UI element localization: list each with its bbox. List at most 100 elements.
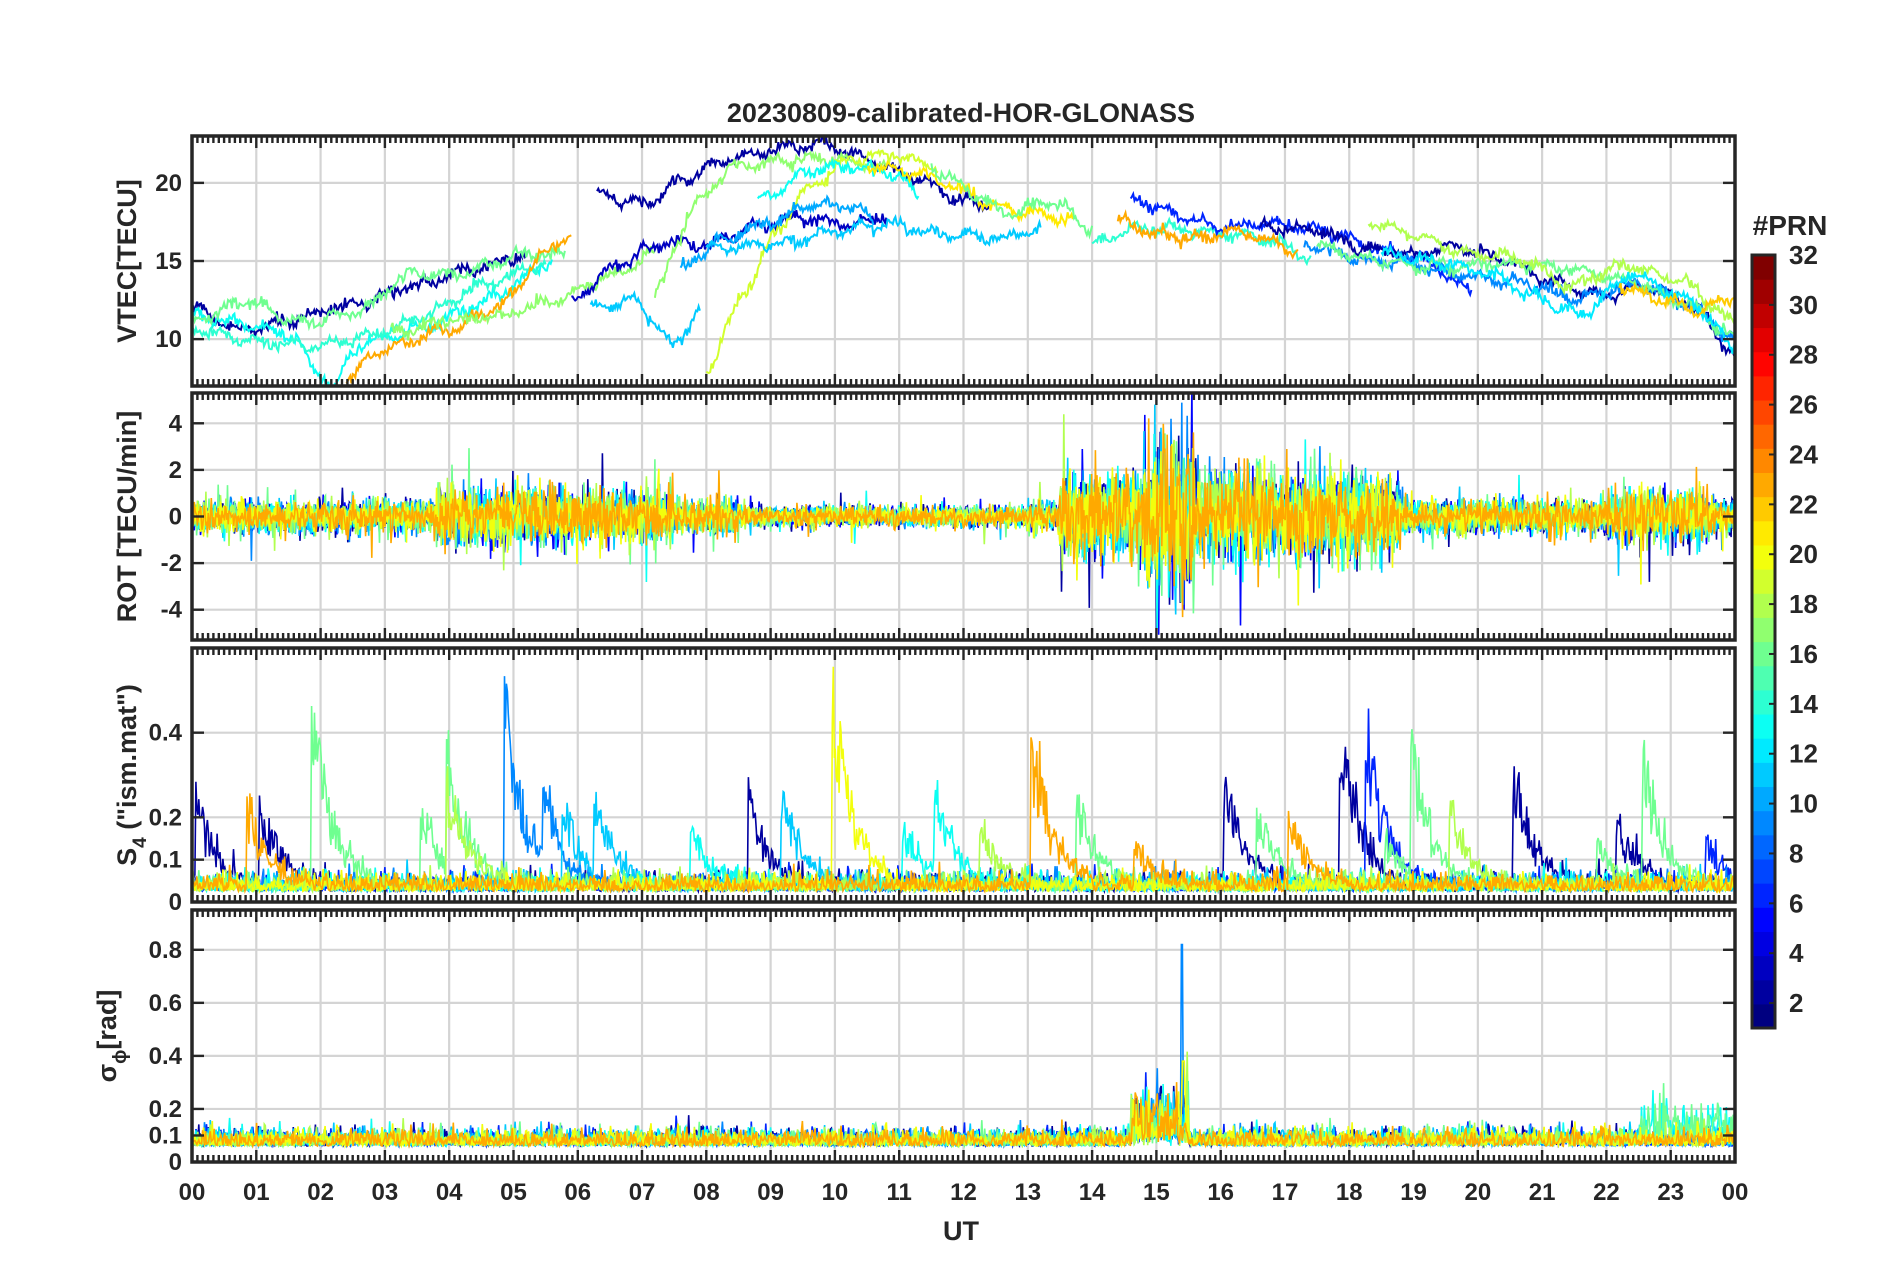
x-tick-label: 04 xyxy=(436,1179,463,1206)
y-tick-label: 0 xyxy=(169,1149,182,1176)
colorbar-tick-label: 32 xyxy=(1789,240,1818,270)
colorbar-segment xyxy=(1752,665,1775,691)
vtec-trace-prn-14 xyxy=(1091,216,1312,267)
sigphi-trace-prn-23 xyxy=(192,1082,1735,1149)
y-tick-label: -4 xyxy=(161,597,183,624)
colorbar-segment xyxy=(1752,496,1775,522)
x-tick-label: 14 xyxy=(1079,1179,1106,1206)
colorbar-tick-label: 18 xyxy=(1789,589,1818,619)
colorbar-segment xyxy=(1752,520,1775,546)
x-tick-label: 15 xyxy=(1143,1179,1170,1206)
colorbar-segment xyxy=(1752,834,1775,860)
panel-rot-traces xyxy=(192,393,1735,635)
x-tick-label: 09 xyxy=(757,1179,784,1206)
vtec-trace-prn-11 xyxy=(705,213,1042,258)
x-tick-label: 13 xyxy=(1014,1179,1041,1206)
y-tick-label: 0 xyxy=(169,504,182,531)
vtec-trace-prn-19 xyxy=(705,148,939,375)
x-tick-label: 19 xyxy=(1400,1179,1427,1206)
panel-vtec-ylabel: VTEC[TECU] xyxy=(112,179,142,343)
colorbar-tick-label: 14 xyxy=(1789,689,1818,719)
rot-trace-prn-23 xyxy=(192,418,1735,618)
y-tick-label: 4 xyxy=(169,410,183,437)
y-tick-label: 2 xyxy=(169,457,182,484)
colorbar-tick-label: 28 xyxy=(1789,340,1818,370)
vtec-trace-prn-16 xyxy=(930,163,1094,240)
panel-vtec: 10 15 20 VTEC[TECU] xyxy=(112,134,1737,388)
colorbar-segment xyxy=(1752,1003,1775,1029)
y-tick-label: 15 xyxy=(155,248,182,275)
panel-s4-ylabel: S4 ("ism.mat") xyxy=(112,684,151,866)
colorbar-segment xyxy=(1752,255,1775,280)
panel-s4-traces xyxy=(192,666,1735,895)
colorbar-segment xyxy=(1752,303,1775,329)
colorbar-tick-label: 12 xyxy=(1789,739,1818,769)
colorbar-title: #PRN xyxy=(1753,210,1828,241)
colorbar-tick-label: 8 xyxy=(1789,838,1803,868)
colorbar-segment xyxy=(1752,786,1775,812)
vtec-trace-prn-18 xyxy=(1367,217,1735,325)
y-tick-label: 0.8 xyxy=(149,937,182,964)
panel-s4: 0 0.1 0.2 0.4S4 ("ism.mat") xyxy=(112,646,1737,916)
x-tick-label: 03 xyxy=(372,1179,399,1206)
panel-sigphi: 00.10.2 0.4 0.6 0.8 σϕ[rad] xyxy=(92,908,1737,1176)
colorbar-segment xyxy=(1752,593,1775,618)
x-tick-label: 01 xyxy=(243,1179,270,1206)
x-tick-label: 21 xyxy=(1529,1179,1556,1206)
x-tick-label: 02 xyxy=(307,1179,334,1206)
x-tick-label: 05 xyxy=(500,1179,527,1206)
colorbar-segment xyxy=(1752,327,1775,353)
colorbar-segment xyxy=(1752,689,1775,715)
colorbar-tick-label: 10 xyxy=(1789,789,1818,819)
panel-rot-ylabel: ROT [TECU/min] xyxy=(112,411,142,622)
y-tick-label: 0.1 xyxy=(149,847,182,874)
colorbar-tick-label: 2 xyxy=(1789,988,1803,1018)
x-axis-label: UT xyxy=(943,1216,979,1246)
colorbar-segment xyxy=(1752,955,1775,981)
x-tick-label: 08 xyxy=(693,1179,720,1206)
x-tick-label: 07 xyxy=(629,1179,656,1206)
vtec-trace-prn-13 xyxy=(192,259,553,386)
colorbar-segment xyxy=(1752,399,1775,425)
colorbar-tick-label: 24 xyxy=(1789,439,1818,469)
colorbar-segment xyxy=(1752,738,1775,763)
colorbar-segment xyxy=(1752,544,1775,570)
colorbar-segment xyxy=(1752,279,1775,304)
colorbar-segment xyxy=(1752,424,1775,449)
x-tick-label: 22 xyxy=(1593,1179,1620,1206)
colorbar-segment xyxy=(1752,931,1775,957)
panel-sigphi-traces xyxy=(192,943,1735,1150)
x-tick-label: 23 xyxy=(1657,1179,1684,1206)
vtec-trace-prn-17 xyxy=(390,246,656,341)
colorbar-tick-label: 22 xyxy=(1789,489,1818,519)
colorbar-segment xyxy=(1752,448,1775,474)
chart-title: 20230809-calibrated-HOR-GLONASS xyxy=(727,98,1195,128)
colorbar-segment xyxy=(1752,858,1775,884)
y-tick-label: 0.1 xyxy=(149,1122,182,1149)
panel-sigphi-frame xyxy=(190,908,1737,1164)
colorbar-segment xyxy=(1752,883,1775,908)
vtec-trace-prn-11 xyxy=(589,289,701,348)
y-tick-label: 0 xyxy=(169,889,182,916)
panel-s4-frame xyxy=(190,646,1737,904)
colorbar-segment xyxy=(1752,375,1775,401)
x-axis: 00 01 02 03 04 05 06 07 08 09 10 11 12 13 14 15 16 17 18 19… xyxy=(179,1179,1749,1206)
colorbar-frame xyxy=(1750,253,1777,1030)
x-tick-label: 10 xyxy=(822,1179,849,1206)
colorbar-segment xyxy=(1752,713,1775,739)
colorbar-segment xyxy=(1752,979,1775,1005)
vtec-trace-prn-23 xyxy=(1116,209,1299,261)
vtec-trace-prn-13 xyxy=(756,157,920,201)
y-tick-label: -2 xyxy=(161,550,182,577)
colorbar-tick-label: 30 xyxy=(1789,290,1818,320)
x-tick-label: 00 xyxy=(1722,1179,1749,1206)
panel-sigphi-ylabel: σϕ[rad] xyxy=(92,990,131,1083)
colorbar-tick-label: 26 xyxy=(1789,390,1818,420)
vtec-trace-prn-12 xyxy=(1380,243,1735,354)
vtec-trace-prn-22 xyxy=(1618,281,1735,320)
y-tick-label: 0.4 xyxy=(149,720,183,747)
colorbar-tick-label: 4 xyxy=(1789,938,1804,968)
vtec-trace-prn-23 xyxy=(345,234,572,384)
x-tick-label: 12 xyxy=(950,1179,977,1206)
y-tick-label: 0.2 xyxy=(149,804,182,831)
